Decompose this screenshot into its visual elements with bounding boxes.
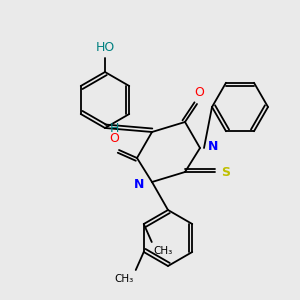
Text: CH₃: CH₃ [115, 274, 134, 284]
Text: N: N [208, 140, 218, 152]
Text: O: O [194, 86, 204, 99]
Text: N: N [134, 178, 144, 190]
Text: S: S [221, 166, 230, 178]
Text: CH₃: CH₃ [154, 246, 173, 256]
Text: HO: HO [95, 41, 115, 54]
Text: H: H [110, 122, 119, 134]
Text: O: O [109, 132, 119, 145]
